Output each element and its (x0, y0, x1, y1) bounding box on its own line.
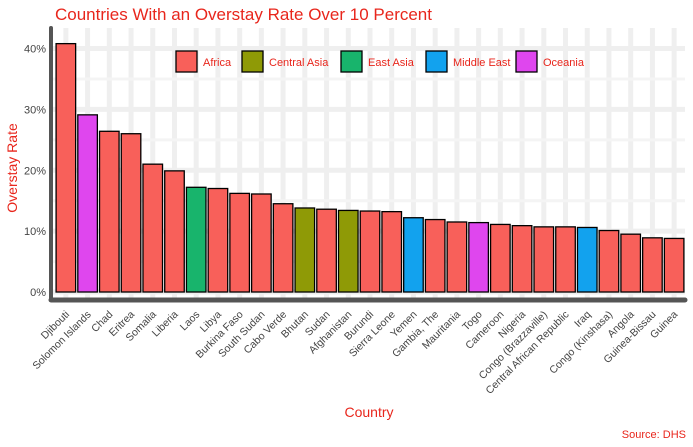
bar-libya (207, 187, 229, 293)
axes (48, 26, 688, 303)
bar-sudan (316, 208, 337, 293)
y-tick-label: 10% (24, 226, 46, 238)
legend-label: Central Asia (269, 57, 329, 69)
bar-bhutan (294, 207, 316, 293)
bar-mauritania (446, 221, 468, 293)
bar-south-sudan (250, 193, 272, 293)
chart-title: Countries With an Overstay Rate Over 10 … (55, 5, 432, 24)
legend-label: East Asia (368, 57, 415, 69)
bar-nigeria (511, 224, 533, 293)
bar-laos (185, 186, 207, 293)
bar-burkina-faso (229, 192, 251, 293)
bar-somalia (142, 163, 164, 293)
bar-gambia-the (424, 218, 446, 293)
bar-liberia (164, 170, 185, 293)
bar-angola (620, 233, 642, 293)
legend-swatch (425, 50, 448, 73)
legend-label: Oceania (543, 57, 585, 69)
bar-iraq (576, 226, 598, 293)
x-tick-label: Laos (178, 309, 203, 334)
bar-cabo-verde (272, 203, 294, 293)
bar-eritrea (120, 133, 142, 293)
bar-burundi (359, 210, 381, 293)
bars (55, 42, 685, 293)
y-tick-label: 0% (30, 287, 46, 299)
bar-congo-kinshasa (598, 229, 620, 293)
y-axis-title: Overstay Rate (4, 123, 20, 213)
legend-swatch (340, 50, 363, 73)
source-caption: Source: DHS (622, 429, 686, 441)
bar-yemen (403, 217, 424, 293)
y-tick-label: 40% (24, 44, 46, 56)
y-tick-label: 20% (24, 165, 46, 177)
bar-cameroon (489, 223, 511, 293)
bar-guinea-bissau (641, 237, 663, 293)
bar-chad (98, 130, 120, 293)
legend: Africa Central Asia East Asia Middle East Oc… (175, 50, 585, 73)
bar-central-african-republic (555, 226, 576, 293)
legend-swatch (515, 50, 538, 73)
bar-sierra-leone (381, 210, 403, 293)
bar-djibouti (55, 42, 77, 293)
bar-guinea (663, 237, 685, 293)
legend-swatch (175, 50, 198, 73)
bar-togo (468, 221, 490, 293)
legend-swatch (241, 50, 264, 73)
legend-label: Middle East (453, 57, 510, 69)
y-tick-labels: 0% 10% 20% 30% 40% (24, 44, 46, 300)
bar-solomon-islands (77, 114, 99, 293)
y-tick-label: 30% (24, 104, 46, 116)
bar-congo-brazzaville (533, 226, 555, 293)
bar-afghanistan (337, 209, 359, 293)
legend-label: Africa (203, 57, 232, 69)
x-axis-title: Country (344, 404, 393, 420)
